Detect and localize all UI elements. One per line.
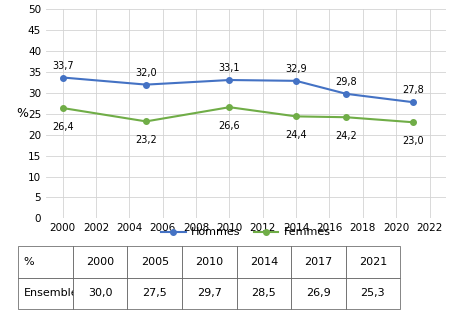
Femmes: [343, 115, 348, 119]
Femmes: [409, 120, 415, 124]
Text: 33,7: 33,7: [52, 61, 73, 71]
Hommes: [343, 92, 348, 96]
Text: 23,2: 23,2: [135, 135, 157, 145]
Hommes: [409, 100, 415, 104]
Text: 24,4: 24,4: [285, 130, 306, 140]
Hommes: [293, 79, 298, 83]
Femmes: [143, 119, 149, 123]
Hommes: [226, 78, 232, 82]
Line: Hommes: Hommes: [60, 75, 415, 105]
Femmes: [60, 106, 65, 110]
Y-axis label: %: %: [16, 107, 28, 120]
Text: 26,4: 26,4: [52, 122, 73, 132]
Text: 26,6: 26,6: [218, 121, 240, 131]
Text: 24,2: 24,2: [335, 131, 356, 141]
Text: 33,1: 33,1: [218, 63, 240, 73]
Text: 23,0: 23,0: [401, 136, 423, 146]
Hommes: [143, 83, 149, 86]
Text: 29,8: 29,8: [335, 77, 356, 87]
Femmes: [226, 105, 232, 109]
Line: Femmes: Femmes: [60, 105, 415, 125]
Legend: Hommes, Femmes: Hommes, Femmes: [157, 223, 335, 242]
Femmes: [293, 115, 298, 118]
Text: 32,0: 32,0: [135, 68, 157, 78]
Text: 27,8: 27,8: [401, 85, 423, 95]
Text: 32,9: 32,9: [285, 64, 306, 74]
Hommes: [60, 76, 65, 79]
